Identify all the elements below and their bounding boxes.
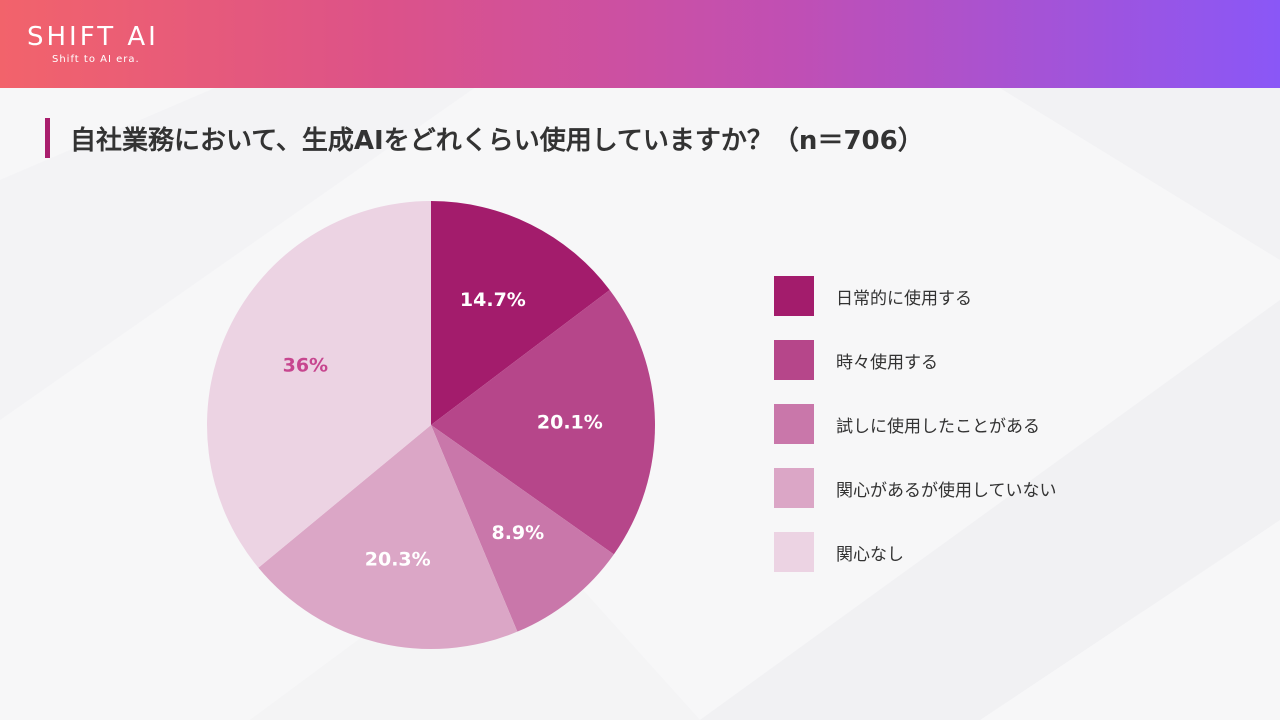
page-title: 自社業務において、生成AIをどれくらい使用していますか？（n＝706） [70, 126, 924, 156]
pie-data-label-4: 20.3% [365, 548, 431, 570]
legend-label-3: 試しに使用したことがある [836, 417, 1040, 437]
pie-slice-1 [431, 201, 610, 425]
title-accent-bar [45, 118, 50, 158]
pie-slice-3 [431, 425, 614, 632]
pie-data-label-5: 36% [283, 354, 328, 376]
header-bar: SHIFT AI Shift to AI era. [0, 0, 1280, 88]
logo-title: SHIFT AI [27, 22, 159, 52]
pie-data-label-3: 8.9% [491, 522, 544, 544]
legend-label-2: 時々使用する [836, 353, 938, 373]
pie-slice-2 [431, 289, 655, 555]
legend-label-5: 関心なし [836, 545, 904, 565]
legend-swatch-3 [774, 404, 814, 444]
pie-slice-4 [258, 425, 518, 649]
pie-data-label-2: 20.1% [537, 411, 603, 433]
legend-swatch-5 [774, 532, 814, 572]
pie-slice-5 [207, 201, 431, 568]
legend-swatch-4 [774, 468, 814, 508]
legend-swatch-1 [774, 276, 814, 316]
legend-swatch-2 [774, 340, 814, 380]
pie-data-label-1: 14.7% [460, 289, 526, 311]
legend-label-4: 関心があるが使用していない [836, 481, 1057, 501]
legend-label-1: 日常的に使用する [836, 289, 972, 309]
logo-tagline: Shift to AI era. [52, 54, 140, 65]
